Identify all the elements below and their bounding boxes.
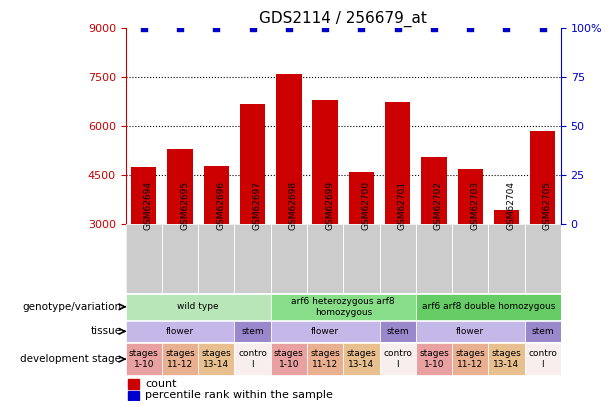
Text: GSM62705: GSM62705 (543, 181, 552, 230)
Bar (494, 210, 519, 224)
Text: GSM62702: GSM62702 (434, 181, 443, 230)
Bar (379, 321, 416, 342)
Text: stem: stem (531, 327, 554, 336)
Title: GDS2114 / 256679_at: GDS2114 / 256679_at (259, 11, 427, 27)
Bar (128, 379, 139, 388)
Bar (530, 131, 555, 224)
Text: GSM62695: GSM62695 (180, 181, 189, 230)
Bar (379, 343, 416, 375)
Text: stages
13-14: stages 13-14 (492, 350, 522, 369)
Bar (307, 224, 343, 293)
Point (320, 25, 330, 32)
Bar (271, 294, 416, 320)
Text: GSM62694: GSM62694 (144, 181, 153, 230)
Bar (379, 224, 416, 293)
Text: development stage: development stage (20, 354, 121, 364)
Bar (343, 343, 379, 375)
Point (139, 25, 149, 32)
Bar (525, 343, 561, 375)
Text: wild type: wild type (177, 302, 219, 311)
Text: GSM62700: GSM62700 (362, 181, 370, 230)
Bar (452, 343, 489, 375)
Point (284, 25, 294, 32)
Point (538, 25, 547, 32)
Bar (126, 224, 162, 293)
Bar (271, 321, 379, 342)
Bar (349, 172, 374, 224)
Point (429, 25, 439, 32)
Text: percentile rank within the sample: percentile rank within the sample (145, 390, 333, 401)
Text: contro
l: contro l (528, 350, 557, 369)
Text: contro
l: contro l (383, 350, 412, 369)
Bar (416, 294, 561, 320)
Text: stages
1-10: stages 1-10 (129, 350, 159, 369)
Text: stem: stem (386, 327, 409, 336)
Point (501, 25, 511, 32)
Bar (167, 149, 192, 224)
Text: arf6 arf8 double homozygous: arf6 arf8 double homozygous (422, 302, 555, 311)
Text: tissue: tissue (90, 326, 121, 336)
Text: flower: flower (311, 327, 339, 336)
Text: stages
11-12: stages 11-12 (165, 350, 195, 369)
Bar (204, 166, 229, 224)
Bar (271, 343, 307, 375)
Text: stages
11-12: stages 11-12 (455, 350, 485, 369)
Bar (234, 321, 271, 342)
Bar (416, 343, 452, 375)
Text: GSM62697: GSM62697 (253, 181, 262, 230)
Bar (126, 321, 234, 342)
Text: stages
11-12: stages 11-12 (310, 350, 340, 369)
Bar (489, 224, 525, 293)
Bar (525, 321, 561, 342)
Bar (313, 100, 338, 224)
Point (211, 25, 221, 32)
Bar (234, 224, 271, 293)
Point (357, 25, 367, 32)
Text: stem: stem (242, 327, 264, 336)
Bar (489, 343, 525, 375)
Bar (385, 102, 410, 224)
Text: contro
l: contro l (238, 350, 267, 369)
Bar (276, 74, 302, 224)
Text: stages
1-10: stages 1-10 (274, 350, 304, 369)
Text: genotype/variation: genotype/variation (22, 302, 121, 312)
Point (175, 25, 185, 32)
Bar (271, 224, 307, 293)
Text: GSM62698: GSM62698 (289, 181, 298, 230)
Bar (421, 158, 447, 224)
Bar (126, 343, 162, 375)
Text: GSM62696: GSM62696 (216, 181, 226, 230)
Bar (198, 224, 234, 293)
Bar (198, 343, 234, 375)
Bar (240, 104, 265, 224)
Point (248, 25, 257, 32)
Text: stages
13-14: stages 13-14 (202, 350, 231, 369)
Bar (128, 390, 139, 401)
Bar (416, 224, 452, 293)
Text: flower: flower (456, 327, 484, 336)
Text: flower: flower (166, 327, 194, 336)
Bar (525, 224, 561, 293)
Bar (162, 224, 198, 293)
Bar (126, 294, 271, 320)
Bar (131, 167, 156, 224)
Text: arf6 heterozygous arf8
homozygous: arf6 heterozygous arf8 homozygous (291, 297, 395, 317)
Text: stages
1-10: stages 1-10 (419, 350, 449, 369)
Point (465, 25, 475, 32)
Bar (457, 169, 483, 224)
Bar (452, 224, 489, 293)
Bar (307, 343, 343, 375)
Bar (343, 224, 379, 293)
Bar (234, 343, 271, 375)
Text: GSM62703: GSM62703 (470, 181, 479, 230)
Text: GSM62701: GSM62701 (398, 181, 406, 230)
Text: GSM62699: GSM62699 (325, 181, 334, 230)
Point (393, 25, 403, 32)
Bar (162, 343, 198, 375)
Text: count: count (145, 379, 177, 388)
Bar (416, 321, 525, 342)
Text: stages
13-14: stages 13-14 (346, 350, 376, 369)
Text: GSM62704: GSM62704 (506, 181, 516, 230)
